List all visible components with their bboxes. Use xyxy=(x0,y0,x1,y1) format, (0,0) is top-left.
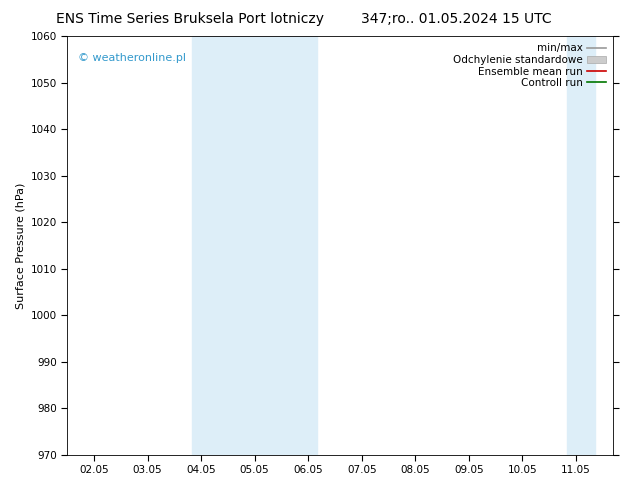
Text: 347;ro.. 01.05.2024 15 UTC: 347;ro.. 01.05.2024 15 UTC xyxy=(361,12,552,26)
Bar xyxy=(192,36,317,455)
Text: ENS Time Series Bruksela Port lotniczy: ENS Time Series Bruksela Port lotniczy xyxy=(56,12,324,26)
Y-axis label: Surface Pressure (hPa): Surface Pressure (hPa) xyxy=(15,182,25,309)
Bar xyxy=(567,36,595,455)
Text: © weatheronline.pl: © weatheronline.pl xyxy=(78,53,186,63)
Legend: min/max, Odchylenie standardowe, Ensemble mean run, Controll run: min/max, Odchylenie standardowe, Ensembl… xyxy=(451,41,608,90)
